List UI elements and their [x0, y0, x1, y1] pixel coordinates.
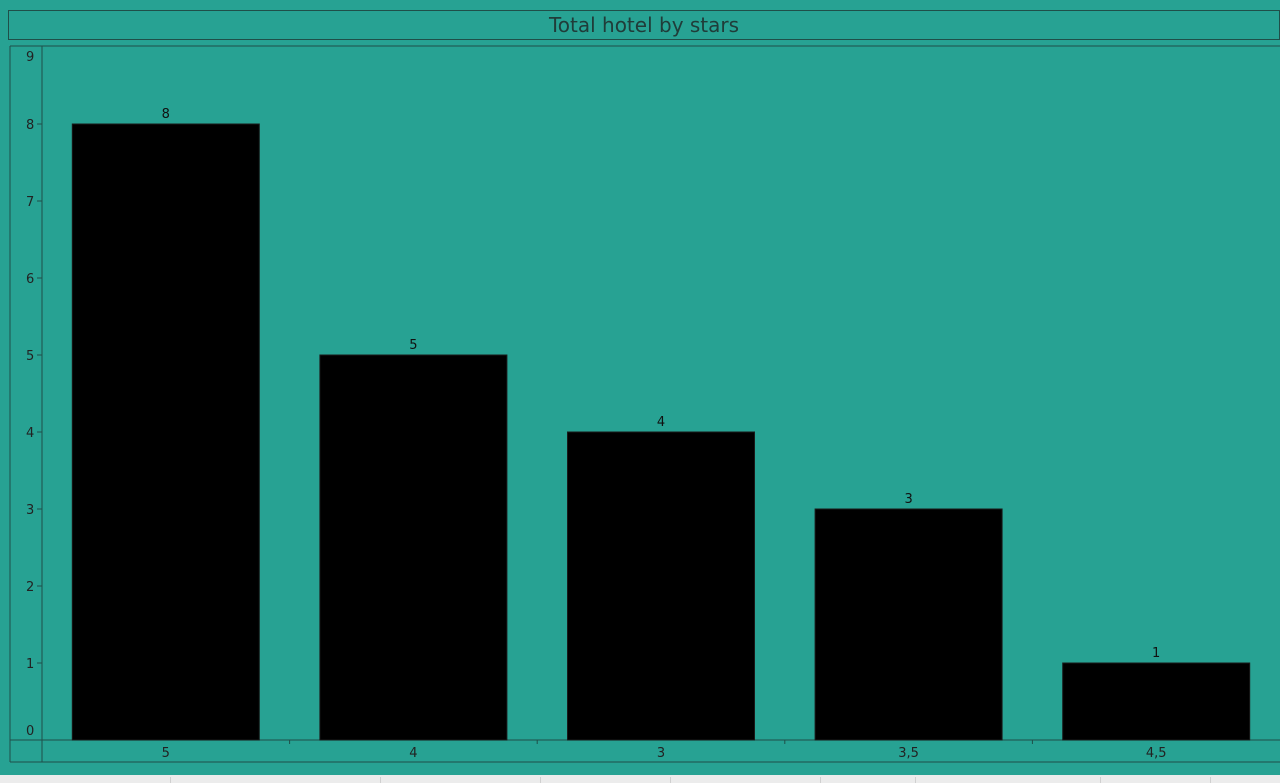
y-tick-label: 9: [26, 50, 34, 65]
bar-4-5: [1062, 662, 1251, 741]
bar-3: [567, 431, 755, 741]
y-tick-label: 4: [26, 426, 34, 441]
chart-title: Total hotel by stars: [548, 13, 740, 37]
data-label: 4: [657, 415, 665, 430]
bar-5: [71, 123, 260, 741]
tab-divider: [915, 777, 916, 783]
y-tick-label: 6: [26, 272, 34, 287]
bar-3-5: [814, 508, 1003, 741]
y-tick-label: 3: [26, 503, 34, 518]
y-tick-label: 1: [26, 657, 34, 672]
tab-divider: [1210, 777, 1211, 783]
data-label: 3: [904, 492, 912, 507]
bottom-tab-strip: [0, 775, 1280, 783]
y-tick-label: 0: [26, 724, 34, 739]
chart-title-box: Total hotel by stars: [8, 10, 1280, 40]
data-label: 5: [409, 338, 417, 353]
tab-divider: [170, 777, 171, 783]
data-label: 8: [162, 107, 170, 122]
x-tick-label: 4,5: [1146, 746, 1167, 761]
tab-divider: [820, 777, 821, 783]
y-tick-label: 7: [26, 195, 34, 210]
tab-divider: [1100, 777, 1101, 783]
x-tick-label: 3,5: [898, 746, 919, 761]
y-tick-label: 2: [26, 580, 34, 595]
x-tick-label: 4: [409, 746, 417, 761]
x-tick-label: 5: [162, 746, 170, 761]
data-label: 1: [1152, 646, 1160, 661]
tab-divider: [380, 777, 381, 783]
y-tick-label: 5: [26, 349, 34, 364]
tab-divider: [540, 777, 541, 783]
y-tick-label: 8: [26, 118, 34, 133]
bar-4: [319, 354, 508, 741]
tab-divider: [670, 777, 671, 783]
x-tick-label: 3: [657, 746, 665, 761]
